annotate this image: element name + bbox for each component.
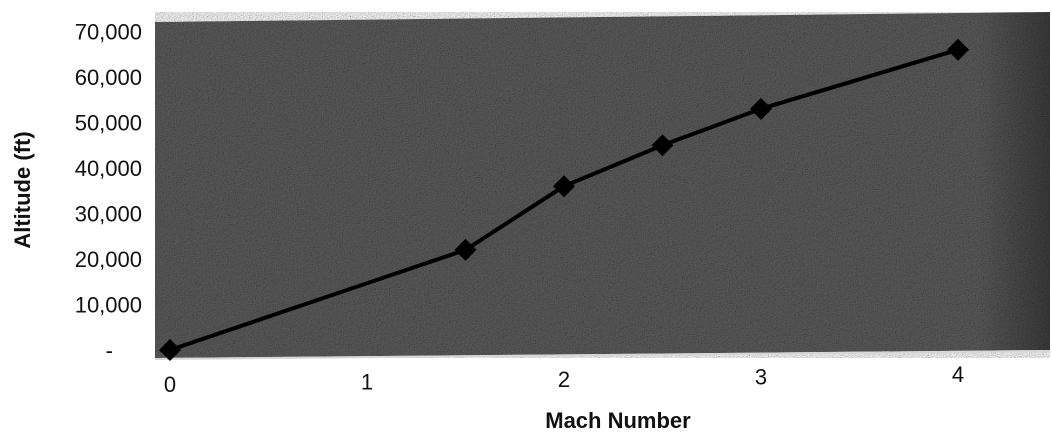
y-tick-label: 70,000 <box>75 20 142 45</box>
y-tick-label: 20,000 <box>75 247 142 272</box>
y-tick-label: 60,000 <box>75 65 142 90</box>
data-point-marker <box>651 134 674 157</box>
x-tick-label: 2 <box>558 367 570 392</box>
x-tick-labels: 0 1 2 3 4 <box>164 362 964 397</box>
data-point-marker <box>947 38 969 61</box>
x-axis-title: Mach Number <box>545 408 691 433</box>
y-axis-title: Altitude (ft) <box>10 131 35 248</box>
data-point-marker <box>750 97 772 120</box>
y-tick-label: 10,000 <box>75 293 142 318</box>
x-axis-line <box>154 350 1051 360</box>
y-tick-label: - <box>106 338 113 363</box>
series-line <box>169 47 959 352</box>
y-tick-labels: - 10,000 20,000 30,000 40,000 50,000 60,000 70,… <box>75 20 142 364</box>
data-point-marker <box>454 238 477 261</box>
x-tick-label: 0 <box>164 372 176 397</box>
series-markers <box>159 38 969 361</box>
x-tick-label: 1 <box>361 370 373 395</box>
data-point-marker <box>553 175 575 198</box>
plot-area-edge-shade <box>155 12 1050 358</box>
data-point-marker <box>159 339 181 361</box>
x-tick-label: 4 <box>952 362 964 387</box>
x-tick-label: 3 <box>755 365 767 390</box>
y-tick-label: 50,000 <box>75 111 142 136</box>
y-tick-label: 30,000 <box>75 202 142 227</box>
y-tick-label: 40,000 <box>75 156 142 181</box>
